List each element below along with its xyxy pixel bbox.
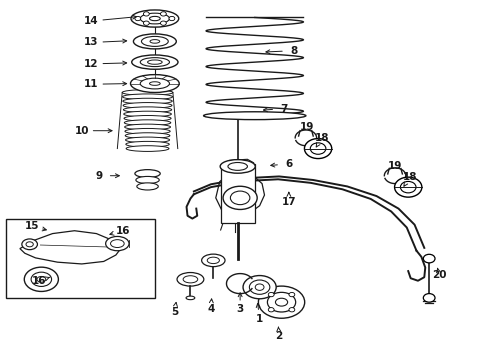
Ellipse shape [275, 298, 288, 306]
Ellipse shape [186, 296, 195, 300]
Ellipse shape [142, 36, 168, 46]
Text: 16: 16 [116, 226, 130, 236]
Ellipse shape [183, 276, 198, 283]
Text: 1: 1 [256, 314, 263, 324]
Ellipse shape [140, 78, 170, 89]
Ellipse shape [123, 111, 172, 117]
Ellipse shape [207, 257, 220, 264]
Ellipse shape [137, 183, 158, 190]
Bar [6, 219, 155, 298]
Text: 5: 5 [171, 307, 178, 317]
Circle shape [144, 12, 149, 16]
Text: 10: 10 [74, 126, 89, 136]
Ellipse shape [31, 272, 51, 287]
Ellipse shape [147, 60, 162, 64]
Circle shape [269, 292, 274, 297]
Ellipse shape [106, 237, 129, 251]
Ellipse shape [123, 107, 172, 113]
Ellipse shape [268, 292, 295, 312]
Text: 2: 2 [275, 332, 283, 342]
Polygon shape [20, 231, 121, 264]
Text: 13: 13 [84, 37, 99, 48]
Ellipse shape [125, 133, 170, 139]
Ellipse shape [122, 94, 172, 100]
Ellipse shape [26, 242, 33, 247]
Text: 18: 18 [315, 133, 329, 143]
Ellipse shape [125, 129, 170, 134]
Ellipse shape [24, 267, 58, 292]
Ellipse shape [220, 159, 255, 173]
Circle shape [394, 177, 422, 197]
Ellipse shape [124, 116, 171, 121]
Ellipse shape [131, 10, 179, 27]
Ellipse shape [133, 34, 176, 49]
Text: 19: 19 [300, 122, 315, 132]
Ellipse shape [258, 286, 305, 318]
Ellipse shape [37, 276, 46, 282]
Ellipse shape [150, 40, 160, 43]
Circle shape [269, 307, 274, 312]
Ellipse shape [149, 17, 160, 21]
Ellipse shape [124, 124, 171, 130]
Circle shape [310, 143, 326, 154]
Ellipse shape [228, 162, 247, 170]
Polygon shape [216, 175, 265, 216]
Circle shape [144, 21, 149, 25]
Ellipse shape [125, 137, 170, 143]
Ellipse shape [243, 275, 276, 299]
Circle shape [160, 12, 166, 16]
Ellipse shape [130, 75, 179, 93]
Text: 17: 17 [282, 197, 296, 207]
Text: 15: 15 [24, 221, 39, 231]
Ellipse shape [249, 280, 270, 294]
Text: 20: 20 [432, 270, 446, 280]
Ellipse shape [111, 240, 124, 248]
Ellipse shape [223, 186, 257, 210]
Ellipse shape [123, 103, 172, 108]
Text: 3: 3 [237, 304, 244, 314]
Circle shape [400, 181, 416, 193]
Text: 16: 16 [32, 276, 47, 286]
Text: 12: 12 [84, 59, 99, 69]
Text: 11: 11 [84, 79, 99, 89]
Ellipse shape [202, 254, 225, 267]
Text: 19: 19 [388, 161, 402, 171]
Polygon shape [221, 159, 254, 182]
Text: 4: 4 [207, 304, 215, 314]
Circle shape [169, 17, 175, 21]
Ellipse shape [126, 141, 169, 147]
Ellipse shape [122, 90, 173, 95]
Circle shape [160, 21, 166, 25]
Text: 18: 18 [402, 172, 417, 182]
Circle shape [423, 294, 435, 302]
Circle shape [304, 139, 332, 158]
Ellipse shape [22, 239, 37, 249]
Text: 6: 6 [285, 159, 293, 169]
Ellipse shape [255, 284, 264, 291]
Text: 8: 8 [290, 46, 297, 56]
Text: 14: 14 [84, 16, 99, 26]
Text: 9: 9 [95, 171, 102, 181]
Ellipse shape [177, 273, 204, 286]
Bar [220, 164, 255, 223]
Ellipse shape [135, 170, 160, 177]
Ellipse shape [140, 58, 170, 67]
Ellipse shape [132, 55, 178, 69]
Ellipse shape [123, 98, 172, 104]
Ellipse shape [230, 191, 250, 204]
Circle shape [289, 292, 295, 297]
Ellipse shape [203, 112, 306, 120]
Text: 7: 7 [280, 104, 288, 113]
Circle shape [289, 307, 295, 312]
Ellipse shape [149, 82, 160, 85]
Circle shape [423, 254, 435, 263]
Ellipse shape [124, 120, 171, 126]
Ellipse shape [136, 176, 159, 184]
Ellipse shape [126, 146, 169, 152]
Ellipse shape [140, 13, 170, 24]
Circle shape [135, 17, 141, 21]
